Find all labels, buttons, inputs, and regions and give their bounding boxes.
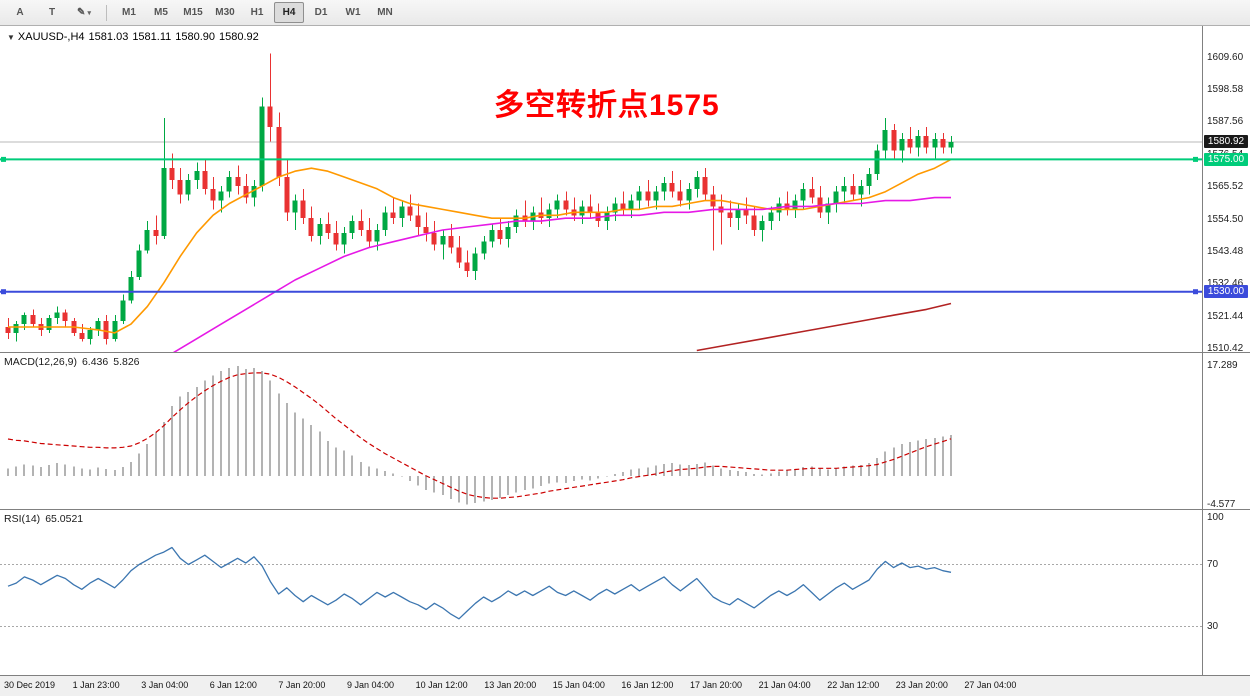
rsi-label: RSI(14) 65.0521 [4,513,88,525]
price-tick-label: 1598.58 [1207,84,1244,96]
candles [5,53,954,345]
rsi-axis[interactable]: 100 70 30 [1202,510,1250,675]
timeframe-switcher: M1 M5 M15 M30 H1 H4 D1 W1 MN [113,2,401,23]
time-axis-label: 23 Jan 20:00 [895,680,948,690]
rsi-value: 65.0521 [45,513,84,525]
hline-price-badge: 1530.00 [1204,285,1248,299]
price-panel: ▼ XAUUSD-,H4 1581.03 1581.11 1580.90 1580.92 … [0,26,1250,355]
rsi-tick-label: 70 [1207,558,1219,570]
time-axis-label: 30 Dec 2019 [4,680,56,690]
rsi-tick-label: 100 [1207,512,1224,523]
toolbar-tools: A T ✎ ▾ [4,2,100,23]
collapse-triangle-icon[interactable]: ▼ [7,33,15,42]
timeframe-button-h1[interactable]: H1 [250,7,264,18]
rsi-panel: RSI(14) 65.0521 100 70 30 [0,510,1250,675]
quote-low: 1580.90 [175,31,216,43]
price-tick-label: 1554.50 [1207,213,1244,225]
time-axis-label: 16 Jan 12:00 [621,680,674,690]
font-tool-button[interactable]: A [5,2,35,23]
price-axis[interactable]: 1609.601598.581587.561576.541565.521554.… [1202,26,1250,355]
time-axis-label: 9 Jan 04:00 [347,680,395,690]
macd-histogram [7,365,952,505]
macd-signal-line [7,372,952,499]
draw-tool-icon: ✎ [77,7,86,18]
rsi-name: RSI(14) [4,513,41,525]
rsi-line [7,546,952,620]
time-axis[interactable]: 30 Dec 2019 1 Jan 23:00 3 Jan 04:00 6 Jan 1… [0,675,1250,696]
ma-mid-magenta [172,196,951,352]
macd-tick-label: 17.289 [1207,360,1238,371]
macd-panel: MACD(12,26,9) 6.436 5.826 17.289 -4.577 [0,353,1250,510]
time-axis-label: 17 Jan 20:00 [690,680,743,690]
dropdown-caret-icon: ▾ [87,9,91,17]
macd-axis[interactable]: 17.289 -4.577 [1202,353,1250,510]
toolbar-separator [106,4,107,21]
price-tick-label: 1543.48 [1207,246,1244,258]
price-tick-label: 1521.44 [1207,310,1244,322]
time-axis-label: 13 Jan 20:00 [484,680,537,690]
hline-price-badge: 1575.00 [1204,152,1248,166]
support-line-1575[interactable] [0,156,1202,162]
timeframe-button-m5[interactable]: M5 [154,7,168,18]
time-axis-label: 21 Jan 04:00 [758,680,811,690]
price-chart-canvas[interactable] [0,26,1202,352]
font-tool-icon: A [16,7,24,18]
symbol-label: XAUUSD-,H4 [17,31,85,43]
ma-fast-orange [8,158,952,334]
ma-slow-darkred [696,302,952,352]
macd-chart-canvas[interactable] [0,353,1202,509]
timeframe-button-m15[interactable]: M15 [183,7,203,18]
current-price-badge: 1580.92 [1204,135,1248,149]
time-axis-label: 15 Jan 04:00 [552,680,605,690]
macd-value-main: 6.436 [81,356,109,368]
time-axis-label: 7 Jan 20:00 [278,680,326,690]
price-tick-label: 1510.42 [1207,343,1244,355]
rsi-chart-canvas[interactable] [0,510,1202,675]
price-tick-label: 1532.46 [1207,278,1244,290]
draw-tool-button[interactable]: ✎ ▾ [69,2,99,23]
timeframe-button-d1[interactable]: D1 [314,7,328,18]
macd-label: MACD(12,26,9) 6.436 5.826 [4,356,145,368]
timeframe-button-mn[interactable]: MN [377,7,393,18]
chart-annotation[interactable]: 多空转折点1575 [494,89,720,122]
rsi-tick-label: 30 [1207,620,1219,632]
support-line-1530[interactable] [0,289,1202,295]
timeframe-button-m1[interactable]: M1 [122,7,136,18]
macd-value-signal: 5.826 [113,356,140,368]
quote-close: 1580.92 [219,31,259,43]
time-axis-label: 3 Jan 04:00 [141,680,189,690]
symbol-quote-line: ▼ XAUUSD-,H4 1581.03 1581.11 1580.90 1580.92 [7,31,263,43]
time-axis-label: 1 Jan 23:00 [72,680,120,690]
price-tick-label: 1587.56 [1207,116,1244,128]
timeframe-button-w1[interactable]: W1 [345,7,361,18]
time-axis-label: 10 Jan 12:00 [415,680,468,690]
quote-high: 1581.11 [132,31,172,43]
timeframe-button-m30[interactable]: M30 [215,7,235,18]
text-tool-icon: T [48,7,56,18]
time-axis-label: 6 Jan 12:00 [209,680,257,690]
price-tick-label: 1609.60 [1207,51,1244,63]
main-toolbar: A T ✎ ▾ M1 M5 M15 M30 H1 H4 D1 W1 MN [0,0,1250,26]
text-tool-button[interactable]: T [37,2,67,23]
time-axis-label: 27 Jan 04:00 [964,680,1017,690]
timeframe-button-h4[interactable]: H4 [274,2,304,23]
time-axis-label: 22 Jan 12:00 [827,680,880,690]
price-tick-label: 1565.52 [1207,181,1244,193]
macd-name: MACD(12,26,9) [4,356,77,368]
macd-tick-label: -4.577 [1207,499,1236,510]
quote-open: 1581.03 [88,31,129,43]
